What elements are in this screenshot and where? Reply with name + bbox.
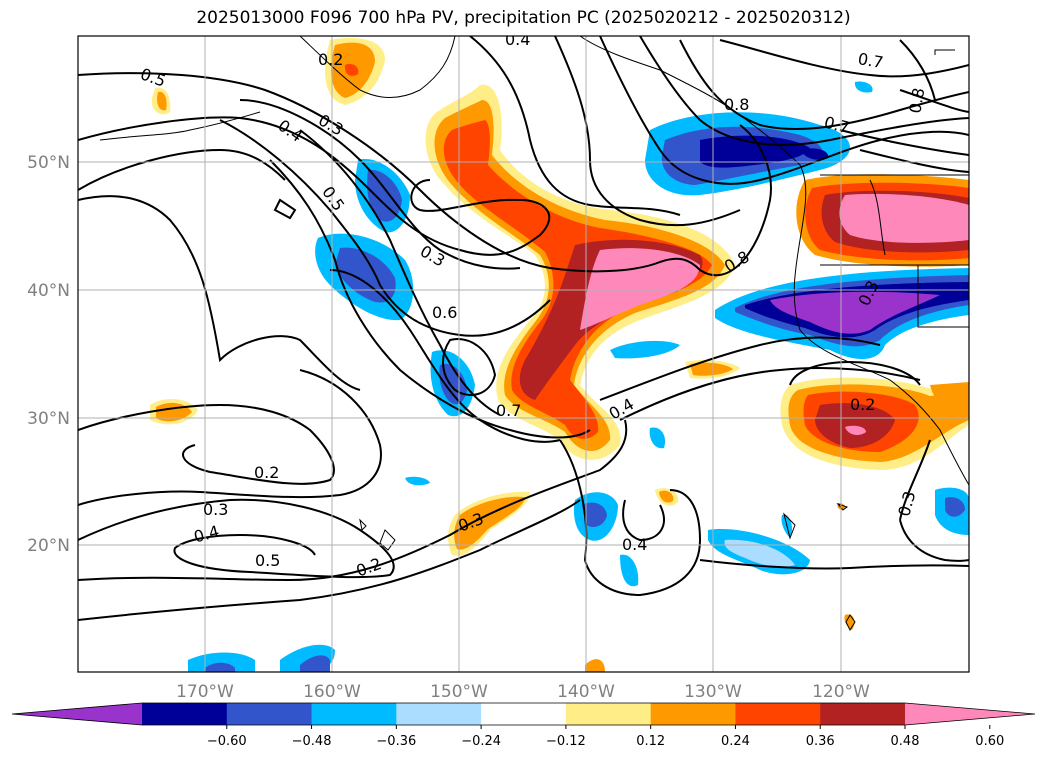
lon-label-150w: 150°W (430, 682, 488, 702)
map-figure: 0.5 0.4 0.3 0.5 0.3 0.6 0.7 0.4 0.8 0.8 … (0, 0, 1047, 765)
colorbar-tick-label: −0.60 (207, 734, 247, 749)
colorbar-segment (481, 703, 566, 725)
lon-label-130w: 130°W (684, 682, 742, 702)
colorbar-segment (142, 703, 227, 725)
lat-labels: 50°N 40°N 30°N 20°N (27, 153, 70, 556)
colorbar-segment (312, 703, 397, 725)
colorbar-segment (227, 703, 312, 725)
colorbar-tick-label: 0.24 (721, 734, 750, 749)
contour-label: 0.6 (432, 303, 457, 322)
contour-label: 0.7 (496, 401, 521, 420)
lon-label-160w: 160°W (303, 682, 361, 702)
contour-label: 0.4 (622, 535, 647, 554)
colorbar-extend-high (905, 703, 1035, 725)
lon-label-120w: 120°W (812, 682, 870, 702)
colorbar-extend-low (12, 703, 142, 725)
colorbar (12, 703, 1035, 725)
contour-label: 0.2 (318, 50, 343, 69)
contour-label: 0.4 (505, 30, 530, 49)
colorbar-segment (396, 703, 481, 725)
colorbar-tick-label: −0.36 (376, 734, 416, 749)
contour-label: 0.8 (724, 95, 749, 114)
colorbar-segment (820, 703, 905, 725)
colorbar-ticks: −0.60 −0.48 −0.36 −0.24 −0.12 0.12 0.24 0.36 0.4… (207, 725, 1004, 749)
colorbar-segment (651, 703, 736, 725)
contour-label: 0.2 (254, 463, 279, 482)
colorbar-tick-label: −0.48 (292, 734, 332, 749)
lon-labels: 170°W 160°W 150°W 140°W 130°W 120°W (176, 682, 870, 702)
lat-label-40n: 40°N (27, 281, 70, 301)
contour-label: 0.5 (255, 551, 280, 570)
lat-label-50n: 50°N (27, 153, 70, 173)
colorbar-tick-label: −0.24 (461, 734, 501, 749)
lon-label-170w: 170°W (176, 682, 234, 702)
lat-label-20n: 20°N (27, 536, 70, 556)
contour-label: 0.2 (850, 395, 875, 414)
colorbar-segment (566, 703, 651, 725)
lon-label-140w: 140°W (557, 682, 615, 702)
lat-label-30n: 30°N (27, 409, 70, 429)
colorbar-tick-label: 0.60 (975, 734, 1004, 749)
colorbar-tick-label: 0.12 (636, 734, 665, 749)
contour-label: 0.3 (203, 500, 228, 519)
colorbar-tick-label: −0.12 (546, 734, 586, 749)
map-plot-area: 0.5 0.4 0.3 0.5 0.3 0.6 0.7 0.4 0.8 0.8 … (78, 30, 969, 672)
colorbar-tick-label: 0.48 (891, 734, 920, 749)
colorbar-tick-label: 0.36 (806, 734, 835, 749)
colorbar-segment (735, 703, 820, 725)
